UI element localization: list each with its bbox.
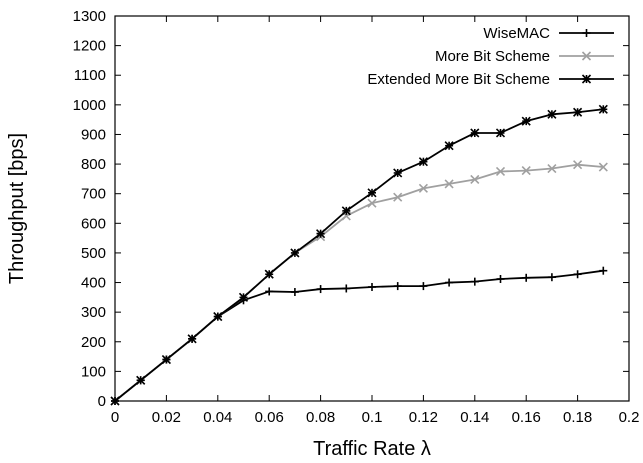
- y-tick-label: 1300: [73, 8, 106, 25]
- data-point: [573, 160, 583, 170]
- series-1: [111, 266, 608, 405]
- x-axis-title: Traffic Rate λ: [313, 438, 431, 460]
- data-point: [367, 188, 377, 198]
- data-point: [367, 198, 377, 208]
- data-point: [419, 282, 428, 291]
- y-tick-label: 1100: [74, 67, 106, 84]
- data-point: [316, 285, 325, 294]
- data-point: [521, 116, 531, 126]
- data-point: [470, 174, 480, 185]
- x-tick-label: 0.02: [152, 409, 181, 426]
- y-tick-label: 300: [81, 304, 106, 321]
- data-point: [598, 162, 608, 172]
- data-point: [573, 107, 583, 117]
- legend-swatch-marker: [581, 74, 592, 84]
- data-point: [573, 270, 582, 279]
- y-tick-label: 600: [81, 215, 106, 232]
- data-point: [238, 292, 249, 302]
- data-point: [418, 183, 428, 193]
- data-point: [470, 128, 480, 138]
- x-tick-label: 0.16: [512, 409, 541, 426]
- y-tick-label: 900: [81, 126, 106, 143]
- data-point: [161, 354, 171, 365]
- legend: WiseMAC More Bit Scheme Extended More Bit …: [367, 25, 614, 88]
- data-point: [444, 141, 454, 151]
- y-tick-label: 100: [81, 363, 106, 380]
- data-point: [598, 104, 608, 114]
- legend-entry: Extended More Bit Scheme: [367, 71, 614, 88]
- data-point: [110, 396, 120, 406]
- data-point: [445, 278, 454, 287]
- data-point: [547, 163, 557, 174]
- x-tick-label: 0.14: [460, 409, 489, 426]
- data-point: [495, 128, 506, 138]
- x-tick-label: 0.06: [255, 409, 284, 426]
- y-tick-label: 0: [98, 393, 106, 410]
- legend-label: More Bit Scheme: [435, 48, 550, 65]
- series-3: [110, 104, 608, 406]
- legend-entry: WiseMAC: [483, 25, 614, 42]
- y-tick-label: 700: [81, 186, 106, 203]
- legend-entry: More Bit Scheme: [435, 48, 614, 65]
- y-tick-label: 800: [81, 156, 106, 173]
- data-point: [547, 109, 557, 119]
- data-point: [213, 312, 223, 322]
- legend-label: Extended More Bit Scheme: [367, 71, 550, 88]
- data-point: [187, 334, 197, 344]
- data-point: [521, 166, 531, 176]
- data-point: [290, 288, 299, 297]
- data-point: [547, 273, 556, 282]
- x-tick-label: 0.08: [306, 409, 335, 426]
- data-point: [393, 282, 402, 291]
- series-2: [110, 160, 608, 406]
- data-point: [136, 375, 146, 385]
- axis-ticks: 0 0.02 0.04 0.06 0.08 0.1 0.12 0.14 0.16 0.18 0.2 0…: [73, 8, 640, 426]
- data-point: [368, 282, 376, 291]
- y-tick-label: 200: [81, 334, 106, 351]
- y-tick-label: 400: [81, 275, 106, 292]
- series-line: [114, 163, 604, 402]
- series-layer: [110, 104, 608, 406]
- data-point: [341, 206, 351, 216]
- x-tick-label: 0: [111, 409, 119, 426]
- data-point: [316, 229, 326, 239]
- data-point: [522, 273, 531, 282]
- y-tick-label: 1200: [73, 38, 106, 55]
- x-tick-label: 0.2: [619, 409, 640, 426]
- data-point: [470, 277, 479, 286]
- legend-swatch-marker: [581, 51, 592, 61]
- legend-label: WiseMAC: [483, 25, 550, 42]
- data-point: [264, 269, 274, 279]
- data-point: [495, 166, 506, 177]
- x-tick-label: 0.04: [203, 409, 232, 426]
- data-point: [599, 266, 608, 275]
- data-point: [393, 168, 403, 178]
- x-tick-label: 0.12: [409, 409, 438, 426]
- x-tick-label: 0.18: [563, 409, 592, 426]
- data-point: [393, 192, 403, 202]
- data-point: [265, 287, 274, 296]
- x-tick-label: 0.1: [362, 409, 383, 426]
- y-axis-title: Throughput [bps]: [6, 133, 28, 284]
- legend-swatch-marker: [582, 29, 591, 37]
- data-point: [342, 284, 351, 293]
- y-tick-label: 500: [81, 245, 106, 262]
- data-point: [418, 157, 428, 167]
- series-line: [114, 108, 604, 402]
- data-point: [444, 179, 454, 189]
- y-tick-label: 1000: [73, 97, 106, 114]
- data-point: [496, 274, 505, 283]
- data-point: [290, 248, 300, 258]
